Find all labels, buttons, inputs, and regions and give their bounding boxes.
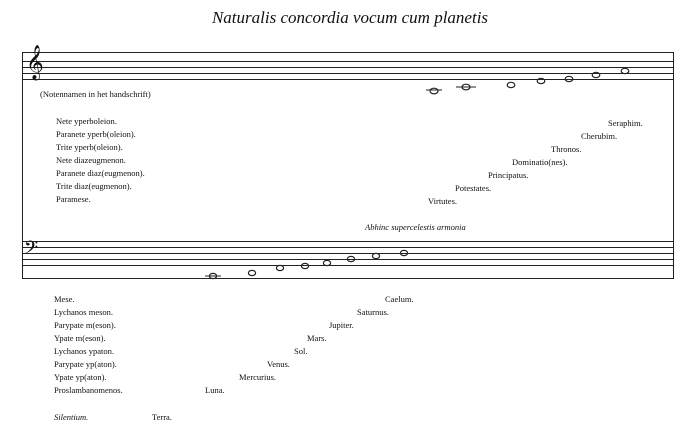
bass-clef-icon: 𝄢 <box>24 238 39 263</box>
upper-note <box>591 71 601 79</box>
upper-note <box>461 83 471 91</box>
page-title: Naturalis concordia vocum cum planetis <box>211 8 489 27</box>
lower-right-label: Mercurius. <box>239 372 277 382</box>
upper-staff-line <box>22 73 673 74</box>
lower-note <box>399 249 409 257</box>
lower-note <box>322 259 332 267</box>
upper-left-label: Paranete yperb(oleion). <box>56 129 136 139</box>
lower-right-label: Venus. <box>267 359 290 369</box>
lower-note <box>300 262 310 270</box>
upper-right-label: Thronos. <box>551 144 582 154</box>
manuscript-note: (Notennamen in het handschrift) <box>40 89 151 99</box>
upper-right-label: Principatus. <box>488 170 529 180</box>
lower-left-label: Ypate m(eson). <box>54 333 106 343</box>
lower-right-label: Jupiter. <box>329 320 354 330</box>
lower-left-label: Ypate yp(aton). <box>54 372 107 382</box>
upper-left-label: Nete yperboleion. <box>56 116 117 126</box>
upper-staff-line <box>22 67 673 68</box>
terra-label: Terra. <box>152 412 172 422</box>
upper-note <box>429 87 439 95</box>
upper-left-label: Trite yperb(oleion). <box>56 142 123 152</box>
lower-left-label: Lychanos ypaton. <box>54 346 114 356</box>
lower-right-label: Luna. <box>205 385 225 395</box>
upper-staff-box <box>22 52 674 242</box>
upper-left-label: Paranete diaz(eugmenon). <box>56 168 145 178</box>
upper-left-label: Nete diazeugmenon. <box>56 155 126 165</box>
lower-note <box>371 252 381 260</box>
lower-left-label: Parypate yp(aton). <box>54 359 117 369</box>
lower-right-label: Caelum. <box>385 294 414 304</box>
lower-left-label: Proslambanomenos. <box>54 385 123 395</box>
upper-note <box>506 81 516 89</box>
lower-right-label: Mars. <box>307 333 327 343</box>
upper-staff-line <box>22 79 673 80</box>
supercelestial-caption: Abhinc supercelestis armonia <box>365 222 466 232</box>
upper-note <box>564 75 574 83</box>
upper-right-label: Cherubim. <box>581 131 618 141</box>
silentium-label: Silentium. <box>54 412 89 422</box>
upper-left-label: Paramese. <box>56 194 91 204</box>
lower-staff-line <box>22 253 673 254</box>
upper-right-label: Potestates. <box>455 183 492 193</box>
lower-staff-line <box>22 247 673 248</box>
lower-note <box>346 255 356 263</box>
upper-note <box>536 77 546 85</box>
upper-left-label: Trite diaz(eugmenon). <box>56 181 132 191</box>
lower-note <box>247 269 257 277</box>
lower-note <box>275 264 285 272</box>
lower-left-label: Lychanos meson. <box>54 307 114 317</box>
upper-right-label: Virtutes. <box>428 196 457 206</box>
lower-right-label: Sol. <box>294 346 308 356</box>
upper-staff-line <box>22 61 673 62</box>
upper-right-label: Dominatio(nes). <box>512 157 568 167</box>
treble-clef-icon: 𝄞 <box>26 45 44 80</box>
lower-left-label: Mese. <box>54 294 75 304</box>
lower-staff-line <box>22 265 673 266</box>
upper-right-label: Seraphim. <box>608 118 643 128</box>
lower-left-label: Parypate m(eson). <box>54 320 116 330</box>
lower-note <box>208 272 218 280</box>
upper-note <box>620 67 630 75</box>
lower-right-label: Saturnus. <box>357 307 389 317</box>
